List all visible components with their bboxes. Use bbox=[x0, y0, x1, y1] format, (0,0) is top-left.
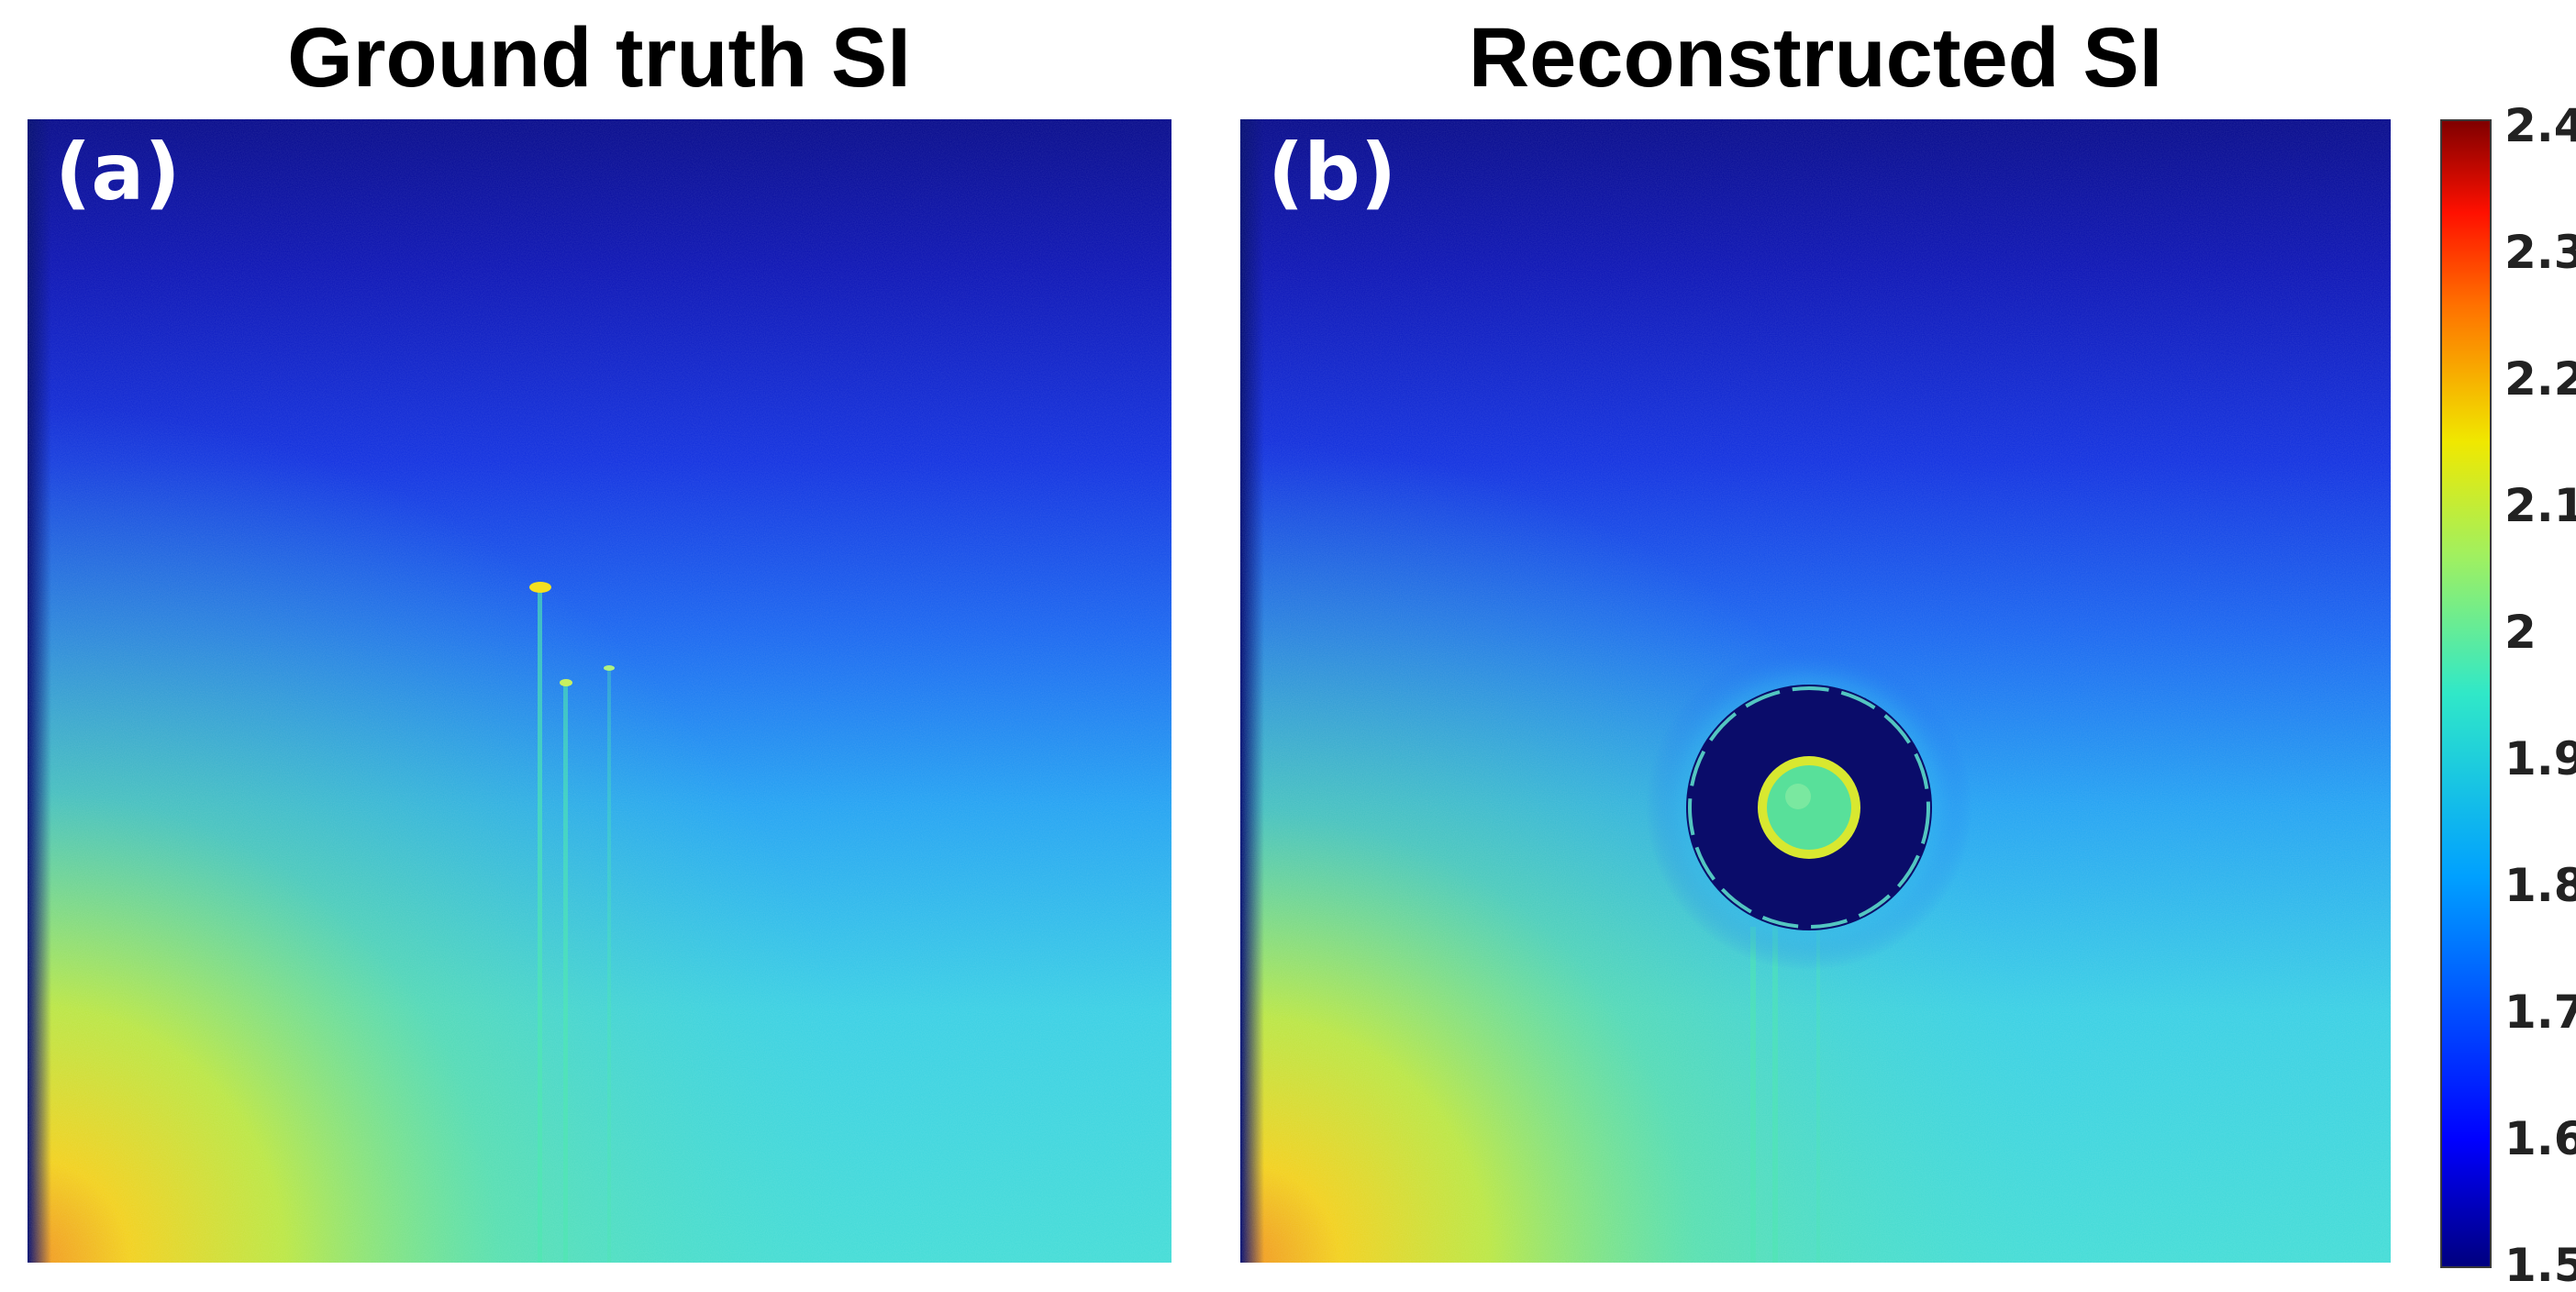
colorbar-tick-label: 2.4 bbox=[2504, 99, 2576, 152]
reconstructed-image: (b) bbox=[1240, 119, 2391, 1263]
ground-truth-image: (a) bbox=[28, 119, 1171, 1263]
panel-b-title: Reconstructed SI bbox=[1468, 11, 2163, 105]
colorbar-tick-label: 2.3 bbox=[2504, 226, 2576, 279]
panel-a-title: Ground truth SI bbox=[287, 11, 911, 105]
reconstructed-heatmap bbox=[1240, 119, 2391, 1263]
colorbar-tick-label: 2.1 bbox=[2504, 479, 2576, 532]
panel-b-label: (b) bbox=[1268, 127, 1397, 218]
colorbar-tick-label: 1.5 bbox=[2504, 1239, 2576, 1292]
colorbar-tick-label: 1.9 bbox=[2504, 732, 2576, 785]
colorbar-tick-label: 1.7 bbox=[2504, 986, 2576, 1039]
colorbar-tick-label: 1.8 bbox=[2504, 859, 2576, 912]
panel-a-label: (a) bbox=[55, 127, 181, 218]
colorbar-tick-label: 1.6 bbox=[2504, 1112, 2576, 1165]
ground-truth-heatmap bbox=[28, 119, 1171, 1263]
colorbar-tick-label: 2.2 bbox=[2504, 352, 2576, 406]
colorbar bbox=[2440, 119, 2492, 1268]
colorbar-gradient bbox=[2442, 121, 2490, 1266]
colorbar-tick-label: 2 bbox=[2504, 606, 2537, 659]
